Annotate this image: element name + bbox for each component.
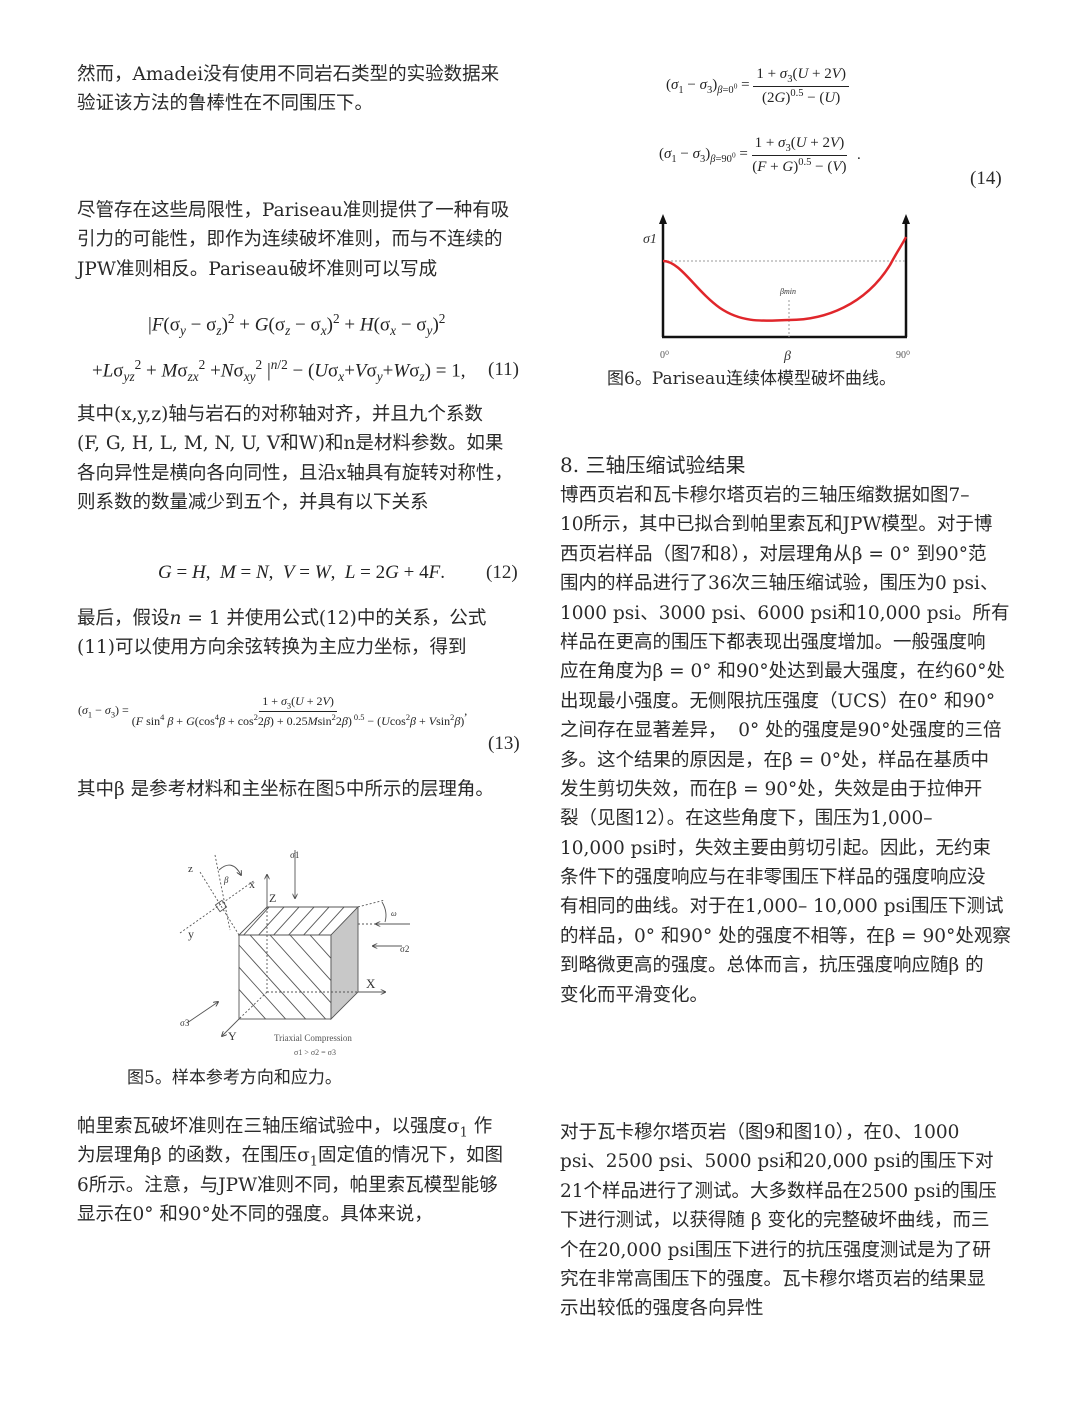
- text-line: psi、2500 psi、5000 psi和20,000 psi的围压下对: [560, 1151, 994, 1173]
- equation-12-number: (12): [486, 562, 518, 583]
- label-x: x: [249, 877, 255, 891]
- text-line: 最后，假设n = 1 并使用公式(12)中的关系，公式: [77, 608, 487, 629]
- left-para-5: 其中β 是参考材料和主坐标在图5中所示的层理角。: [77, 775, 494, 804]
- text-line: 各向异性是横向各向同性，且沿x轴具有旋转对称性，: [77, 462, 513, 484]
- text-line: 到略微更高的强度。总体而言，抗压强度响应随β 的: [560, 955, 984, 977]
- text-line: 尽管存在这些局限性，Pariseau准则提供了一种有吸: [77, 200, 510, 221]
- left-para-2: 尽管存在这些局限性，Pariseau准则提供了一种有吸 引力的可能性，即作为连续破…: [77, 196, 509, 284]
- equation-12: G = H, M = N, V = W, L = 2G + 4F.: [158, 562, 445, 583]
- x-axis-label: β: [783, 349, 791, 364]
- text-line: 显示在0° 和90°处不同的强度。具体来说，: [77, 1204, 433, 1226]
- equation-13-denominator: (F sin4 β + G(cos4β + cos22β) + 0.25Msin…: [131, 713, 465, 729]
- label-Y: Y: [228, 1029, 237, 1043]
- text-line: 6所示。注意，与JPW准则不同，帕里索瓦模型能够: [77, 1174, 498, 1196]
- text-line: JPW准则相反。Pariseau破坏准则可以写成: [77, 258, 438, 280]
- equation-11-line-1: |F(σy − σz)2 + G(σz − σx)2 + H(σx − σy)2: [148, 311, 446, 339]
- right-para-1: 博西页岩和瓦卡穆尔塔页岩的三轴压缩数据如图7– 10所示，其中已拟合到帕里索瓦和J…: [560, 481, 1011, 1010]
- label-y: y: [188, 927, 194, 941]
- text-line: 出现最小强度。无侧限抗压强度（UCS）在0° 和90°: [560, 690, 996, 712]
- cube-front-face: [238, 934, 332, 1020]
- text-line: 变化而平滑变化。: [560, 984, 709, 1006]
- equation-11-number: (11): [488, 359, 519, 380]
- text-line: 围内的样品进行了36次三轴压缩试验，围压为0 psi、: [560, 573, 999, 595]
- text-line: 的样品，0° 和90° 处的强度不相等，在β = 90°处观察: [560, 925, 1011, 947]
- left-para-6: 帕里索瓦破坏准则在三轴压缩试验中，以强度σ1 作为层理角β 的函数，在围压σ1固…: [77, 1112, 503, 1230]
- figure-6-caption: 图6。Pariseau连续体模型破坏曲线。: [607, 369, 897, 389]
- text-line: 裂（见图12）。在这些角度下，围压为1,000–: [560, 808, 933, 830]
- equation-14a-denominator: (2G)0.5 − (U): [761, 88, 841, 106]
- text-line: 多。这个结果的原因是，在β = 0°处，样品在基质中: [560, 749, 989, 771]
- text-line: 10,000 psi时，失效主要由剪切引起。因此，无约束: [560, 837, 991, 859]
- failure-curve: [662, 236, 908, 322]
- text-line: 引力的可能性，即作为连续破坏准则，而与不连续的: [77, 229, 503, 251]
- x-end-label: 90⁰: [896, 350, 910, 361]
- beta-min-label: βmin: [779, 287, 796, 296]
- label-beta: β: [223, 875, 229, 885]
- equation-13-number: (13): [488, 733, 520, 754]
- section-heading: 8. 三轴压缩试验结果: [560, 453, 746, 477]
- text-line: 21个样品进行了测试。大多数样品在2500 psi的围压: [560, 1180, 997, 1202]
- text-line: 对于瓦卡穆尔塔页岩（图9和图10），在0、1000: [560, 1122, 960, 1143]
- equation-14a-lhs: (σ1 − σ3)β=00 =: [666, 77, 750, 96]
- equation-14a: (σ1 − σ3)β=00 = 1 + σ3(U + 2V) (2G)0.5 −…: [666, 66, 849, 107]
- text-line: 为层理角β 的函数，在围压σ1固定值的情况下，如图: [77, 1145, 503, 1171]
- text-line: 条件下的强度响应与在非零围压下样品的强度响应没: [560, 867, 986, 889]
- equation-13-lhs: (σ1 − σ3) =: [78, 703, 129, 720]
- label-sigma3: σ3: [180, 1018, 190, 1028]
- equation-14b-lhs: (σ1 − σ3)β=900 =: [659, 146, 748, 165]
- text-line: 之间存在显著差异， 0° 处的强度是90°处强度的三倍: [560, 720, 1002, 742]
- label-X: X: [366, 976, 376, 991]
- equation-14b-denominator: (F + G)0.5 − (V): [752, 157, 847, 175]
- left-para-1: 然而，Amadei没有使用不同岩石类型的实验数据来 验证该方法的鲁棒性在不同围压下…: [77, 60, 499, 119]
- text-line: 帕里索瓦破坏准则在三轴压缩试验中，以强度σ1 作: [77, 1116, 493, 1141]
- text-line: 则系数的数量减少到五个，并具有以下关系: [77, 492, 429, 514]
- y-axis-arrow-icon: [659, 214, 667, 224]
- equation-14b-fraction: 1 + σ3(U + 2V) (F + G)0.5 − (V): [751, 135, 848, 176]
- label-sigma2: σ2: [400, 944, 409, 954]
- figure-5-diagram: z β x Z σ1 ω y σ2 X σ3 Y Triaxial Compre…: [179, 850, 410, 1057]
- equation-14a-numerator: 1 + σ3(U + 2V): [753, 66, 849, 87]
- equation-13-fraction: 1 + σ3(U + 2V) (F sin4 β + G(cos4β + cos…: [132, 694, 465, 729]
- left-para-3: 其中(x,y,z)轴与岩石的对称轴对齐，并且九个系数 (F, G, H, L, M…: [77, 400, 513, 518]
- label-sigma1: σ1: [290, 850, 299, 860]
- equation-13-numerator: 1 + σ3(U + 2V): [259, 694, 337, 713]
- text-line: 有相同的曲线。对于在1,000– 10,000 psi围压下测试: [560, 896, 1004, 918]
- text-line: 示出较低的强度各向异性: [560, 1298, 764, 1320]
- right-para-2: 对于瓦卡穆尔塔页岩（图9和图10），在0、1000 psi、2500 psi、50…: [560, 1118, 997, 1324]
- text-line: 博西页岩和瓦卡穆尔塔页岩的三轴压缩数据如图7–: [560, 485, 970, 506]
- text-line: (F, G, H, L, M, N, U, V和W)和n是材料参数。如果: [77, 433, 504, 455]
- text-line: 其中(x,y,z)轴与岩石的对称轴对齐，并且九个系数: [77, 404, 483, 425]
- text-line: 10所示，其中已拟合到帕里索瓦和JPW模型。对于博: [560, 514, 993, 536]
- text-line: 然而，Amadei没有使用不同岩石类型的实验数据来: [77, 64, 500, 85]
- text-line: 样品在更高的围压下都表现出强度增加。一般强度响: [560, 631, 986, 653]
- cube-side-face: [330, 905, 359, 1021]
- label-z: z: [188, 863, 193, 875]
- text-line: 究在非常高围压下的强度。瓦卡穆尔塔页岩的结果显: [560, 1268, 986, 1290]
- text-line: 1000 psi、3000 psi、6000 psi和10,000 psi。所有: [560, 602, 1010, 624]
- figure-6-chart: σ1 βmin 0⁰ β 90⁰: [643, 214, 910, 364]
- label-omega: ω: [391, 909, 397, 918]
- text-line: 其中β 是参考材料和主坐标在图5中所示的层理角。: [77, 779, 494, 800]
- equation-14b-numerator: 1 + σ3(U + 2V): [751, 135, 848, 156]
- equation-14a-fraction: 1 + σ3(U + 2V) (2G)0.5 − (U): [753, 66, 849, 107]
- equation-13: (σ1 − σ3) = 1 + σ3(U + 2V) (F sin4 β + G…: [78, 694, 468, 729]
- label-triaxial-compression: Triaxial Compression: [274, 1033, 352, 1043]
- equation-14b: (σ1 − σ3)β=900 = 1 + σ3(U + 2V) (F + G)0…: [659, 135, 861, 176]
- equation-14-number: (14): [970, 168, 1002, 189]
- text-line: 个在20,000 psi围压下进行的抗压强度测试是为了研: [560, 1239, 991, 1261]
- text-line: 验证该方法的鲁棒性在不同围压下。: [77, 93, 374, 115]
- label-Z: Z: [269, 891, 276, 905]
- right-axis-arrow-icon: [902, 214, 910, 224]
- text-line: 应在角度为β = 0° 和90°处达到最大强度，在约60°处: [560, 661, 1005, 683]
- y-axis-label: σ1: [643, 232, 657, 247]
- left-para-4: 最后，假设n = 1 并使用公式(12)中的关系，公式 (11)可以使用方向余弦转…: [77, 604, 486, 663]
- label-stress-relation: σ1 > σ2 = σ3: [294, 1048, 336, 1057]
- text-line: 西页岩样品（图7和8），对层理角从β = 0° 到90°范: [560, 543, 987, 565]
- equation-11-line-2: +Lσyz2 + Mσzx2 +Nσxy2 |n/2 − (Uσx+Vσy+Wσ…: [92, 357, 466, 385]
- figure-5-caption: 图5。样本参考方向和应力。: [127, 1068, 342, 1088]
- x-start-label: 0⁰: [660, 350, 669, 361]
- text-line: 下进行测试，以获得随 β 变化的完整破坏曲线，而三: [560, 1210, 990, 1232]
- text-line: 发生剪切失效，而在β = 90°处，失效是由于拉伸开: [560, 778, 983, 800]
- text-line: (11)可以使用方向余弦转换为主应力坐标，得到: [77, 637, 467, 659]
